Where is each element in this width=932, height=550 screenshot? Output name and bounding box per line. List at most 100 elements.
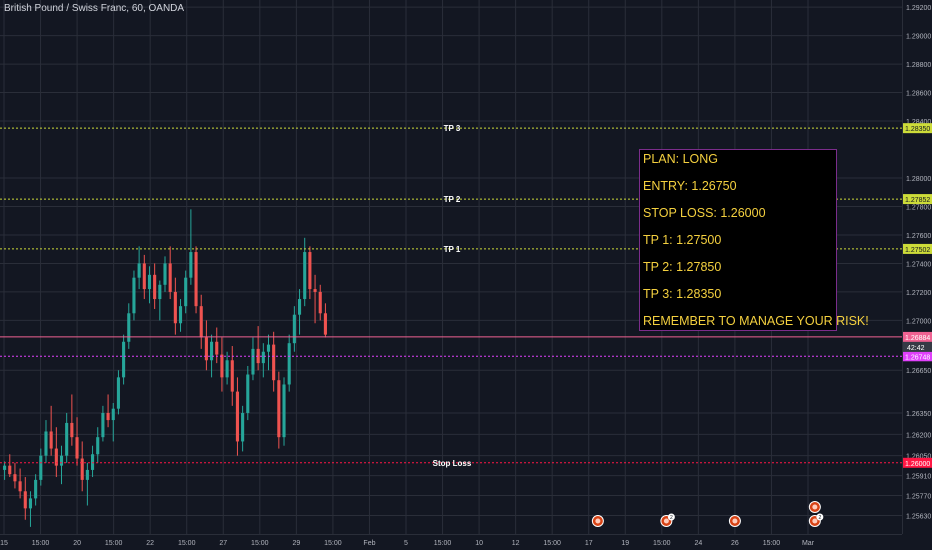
candle-body: [137, 263, 141, 278]
x-tick-label: Feb: [363, 540, 375, 547]
candle-body: [272, 344, 276, 381]
plan-line-stop-loss: STOP LOSS: 1.26000: [643, 206, 766, 220]
y-tick-label: 1.26350: [906, 411, 931, 418]
candle-body: [230, 360, 234, 392]
price-tag: 1.27502: [905, 247, 930, 254]
x-tick-label: 15:00: [324, 540, 342, 547]
y-tick-label: 1.28400: [906, 119, 931, 126]
candle-body: [251, 348, 255, 375]
price-tag: 1.26000: [905, 461, 930, 468]
candle-body: [303, 252, 307, 300]
candle-body: [215, 341, 219, 355]
candle-body: [323, 313, 327, 335]
y-tick-label: 1.26200: [906, 432, 931, 439]
candle-body: [266, 344, 271, 352]
y-tick-label: 1.27400: [906, 261, 931, 268]
candles: [3, 209, 327, 527]
candle-body: [8, 465, 12, 475]
candle-body: [34, 479, 38, 499]
x-tick-label: 29: [292, 540, 300, 547]
y-tick-label: 1.28600: [906, 91, 931, 98]
candle-body: [70, 422, 74, 438]
candle-body: [158, 284, 162, 300]
candle-body: [256, 348, 260, 364]
event-flag-dot: [663, 518, 669, 524]
level-label: Stop Loss: [433, 459, 472, 468]
y-tick-label: 1.29200: [906, 5, 931, 12]
price-tag: 1.27852: [905, 197, 930, 204]
candle-body: [80, 458, 84, 480]
chart-grid: [0, 0, 902, 534]
candle-body: [282, 384, 286, 438]
candle-body: [287, 343, 291, 385]
candle-body: [101, 412, 105, 438]
event-count-label: 2: [818, 515, 821, 521]
x-tick-label: 15:00: [251, 540, 269, 547]
event-flag-dot: [812, 518, 818, 524]
x-tick-label: 27: [219, 540, 227, 547]
candle-body: [168, 263, 172, 292]
candle-body: [235, 391, 239, 442]
candle-body: [277, 380, 281, 438]
candle-body: [163, 263, 167, 285]
candle-body: [127, 313, 131, 342]
candle-body: [189, 252, 193, 278]
plan-line-plan: PLAN: LONG: [643, 152, 719, 166]
candle-body: [246, 374, 250, 413]
candle-body: [106, 412, 110, 421]
y-tick-label: 1.27200: [906, 290, 931, 297]
candle-body: [261, 351, 265, 364]
countdown-label: 42:42: [907, 345, 925, 352]
y-tick-label: 1.27600: [906, 233, 931, 240]
x-tick-label: 12: [512, 540, 520, 547]
candle-body: [49, 431, 53, 449]
x-tick-label: 15:00: [434, 540, 452, 547]
candle-body: [173, 291, 177, 324]
y-tick-label: 1.26050: [906, 454, 931, 461]
candle-body: [318, 291, 322, 314]
price-tag-bg: [903, 351, 932, 362]
price-tag-bg: [903, 331, 932, 342]
candle-body: [292, 314, 296, 344]
x-tick-label: 24: [694, 540, 702, 547]
price-axis[interactable]: 1.29200 1.29000 1.28800 1.28600 1.28400 1.280…: [902, 0, 932, 550]
candle-body: [116, 377, 120, 409]
candle-body: [111, 408, 115, 421]
candle-body: [225, 360, 229, 378]
x-tick-label: 5: [404, 540, 408, 547]
candle-body: [241, 412, 245, 442]
y-tick-label: 1.27000: [906, 318, 931, 325]
x-tick-label: 15:00: [543, 540, 561, 547]
candle-body: [75, 437, 79, 459]
event-count-badge: [667, 513, 675, 521]
candle-body: [147, 274, 152, 290]
plan-line-risk: REMEMBER TO MANAGE YOUR RISK!: [643, 314, 869, 328]
candle-body: [142, 263, 146, 290]
candle-body: [91, 454, 95, 470]
level-label: TP 1: [444, 245, 461, 254]
x-tick-label: Mar: [802, 540, 815, 547]
x-tick-label: 17: [585, 540, 593, 547]
price-tag-bg: [903, 123, 932, 134]
candle-body: [28, 498, 33, 509]
candle-body: [194, 252, 198, 307]
x-tick-label: 15:00: [32, 540, 50, 547]
event-flag-dot: [595, 518, 601, 524]
candle-body: [39, 455, 43, 480]
candle-body: [59, 455, 64, 466]
y-tick-label: 1.25770: [906, 494, 931, 501]
x-tick-label: 15:00: [178, 540, 196, 547]
candle-body: [44, 431, 48, 456]
plan-line-tp3: TP 3: 1.28350: [643, 287, 722, 301]
price-tag: 1.26884: [905, 335, 930, 342]
x-tick-label: 26: [731, 540, 739, 547]
time-axis[interactable]: 15 15:00 20 15:00 22 15:00 27 15:00 29 15:00 Feb 5 1…: [0, 534, 902, 548]
candle-body: [220, 354, 224, 378]
x-tick-label: 19: [621, 540, 629, 547]
level-lines: TP 3 TP 2 TP 1 Stop Loss: [0, 124, 902, 468]
plan-line-entry: ENTRY: 1.26750: [643, 179, 737, 193]
y-tick-label: 1.28800: [906, 62, 931, 69]
price-tag-bg: [903, 457, 932, 468]
